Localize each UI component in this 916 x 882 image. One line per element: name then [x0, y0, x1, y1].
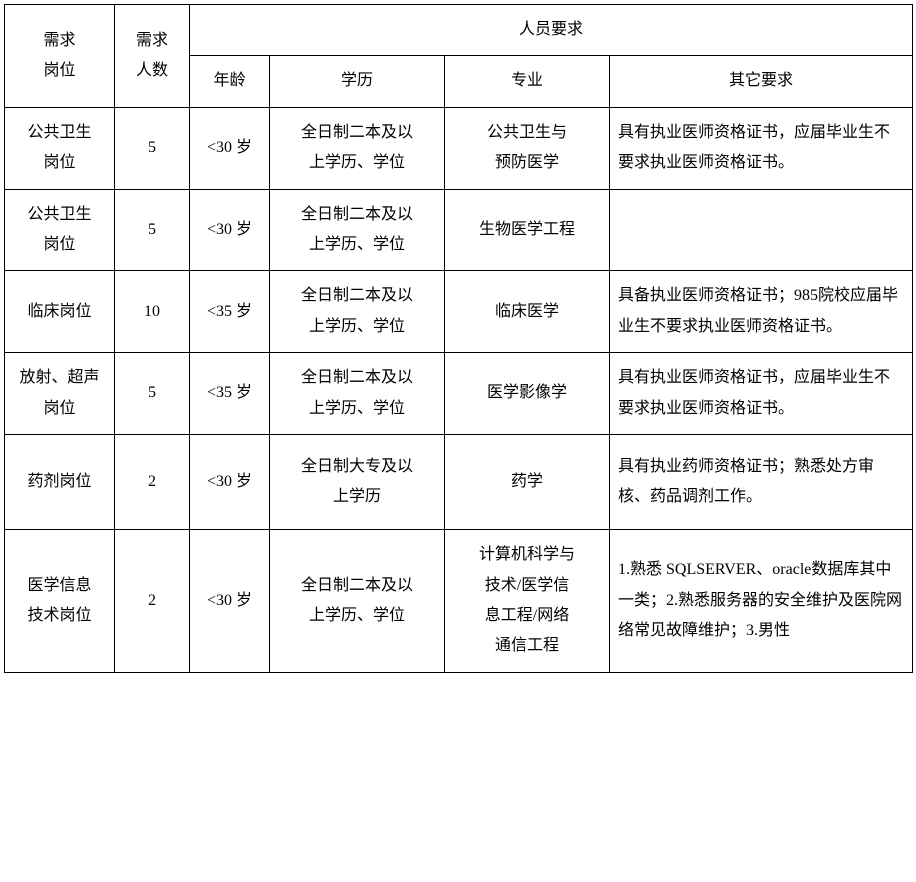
header-age: 年龄 [190, 56, 270, 107]
cell-other: 具有执业医师资格证书，应届毕业生不要求执业医师资格证书。 [610, 353, 913, 435]
cell-position: 药剂岗位 [5, 434, 115, 529]
table-row: 放射、超声岗位 5 <35 岁 全日制二本及以上学历、学位 医学影像学 具有执业… [5, 353, 913, 435]
table-header: 需求岗位 需求人数 人员要求 年龄 学历 专业 其它要求 [5, 5, 913, 108]
cell-age: <30 岁 [190, 107, 270, 189]
cell-position: 公共卫生岗位 [5, 107, 115, 189]
table-row: 药剂岗位 2 <30 岁 全日制大专及以上学历 药学 具有执业药师资格证书；熟悉… [5, 434, 913, 529]
cell-other: 具有执业医师资格证书，应届毕业生不要求执业医师资格证书。 [610, 107, 913, 189]
cell-count: 2 [115, 530, 190, 673]
table-row: 公共卫生岗位 5 <30 岁 全日制二本及以上学历、学位 公共卫生与预防医学 具… [5, 107, 913, 189]
cell-major: 公共卫生与预防医学 [445, 107, 610, 189]
cell-age: <35 岁 [190, 271, 270, 353]
table-row: 公共卫生岗位 5 <30 岁 全日制二本及以上学历、学位 生物医学工程 [5, 189, 913, 271]
cell-major: 医学影像学 [445, 353, 610, 435]
cell-age: <30 岁 [190, 530, 270, 673]
header-position: 需求岗位 [5, 5, 115, 108]
table-row: 医学信息技术岗位 2 <30 岁 全日制二本及以上学历、学位 计算机科学与技术/… [5, 530, 913, 673]
cell-major: 生物医学工程 [445, 189, 610, 271]
cell-position: 公共卫生岗位 [5, 189, 115, 271]
table-row: 临床岗位 10 <35 岁 全日制二本及以上学历、学位 临床医学 具备执业医师资… [5, 271, 913, 353]
cell-position: 医学信息技术岗位 [5, 530, 115, 673]
cell-age: <35 岁 [190, 353, 270, 435]
cell-count: 2 [115, 434, 190, 529]
cell-other: 1.熟悉 SQLSERVER、oracle数据库其中一类；2.熟悉服务器的安全维… [610, 530, 913, 673]
cell-education: 全日制二本及以上学历、学位 [270, 107, 445, 189]
cell-age: <30 岁 [190, 189, 270, 271]
header-other: 其它要求 [610, 56, 913, 107]
cell-position: 放射、超声岗位 [5, 353, 115, 435]
header-row-1: 需求岗位 需求人数 人员要求 [5, 5, 913, 56]
header-major: 专业 [445, 56, 610, 107]
cell-other: 具备执业医师资格证书；985院校应届毕业生不要求执业医师资格证书。 [610, 271, 913, 353]
cell-major: 临床医学 [445, 271, 610, 353]
requirements-table: 需求岗位 需求人数 人员要求 年龄 学历 专业 其它要求 公共卫生岗位 5 <3… [4, 4, 913, 673]
cell-count: 5 [115, 353, 190, 435]
cell-count: 5 [115, 107, 190, 189]
cell-education: 全日制二本及以上学历、学位 [270, 530, 445, 673]
cell-other: 具有执业药师资格证书；熟悉处方审核、药品调剂工作。 [610, 434, 913, 529]
header-count: 需求人数 [115, 5, 190, 108]
cell-other [610, 189, 913, 271]
table-body: 公共卫生岗位 5 <30 岁 全日制二本及以上学历、学位 公共卫生与预防医学 具… [5, 107, 913, 672]
cell-age: <30 岁 [190, 434, 270, 529]
cell-major: 计算机科学与技术/医学信息工程/网络通信工程 [445, 530, 610, 673]
cell-count: 10 [115, 271, 190, 353]
cell-major: 药学 [445, 434, 610, 529]
cell-count: 5 [115, 189, 190, 271]
cell-education: 全日制大专及以上学历 [270, 434, 445, 529]
cell-education: 全日制二本及以上学历、学位 [270, 353, 445, 435]
cell-position: 临床岗位 [5, 271, 115, 353]
cell-education: 全日制二本及以上学历、学位 [270, 189, 445, 271]
header-education: 学历 [270, 56, 445, 107]
cell-education: 全日制二本及以上学历、学位 [270, 271, 445, 353]
header-requirements: 人员要求 [190, 5, 913, 56]
